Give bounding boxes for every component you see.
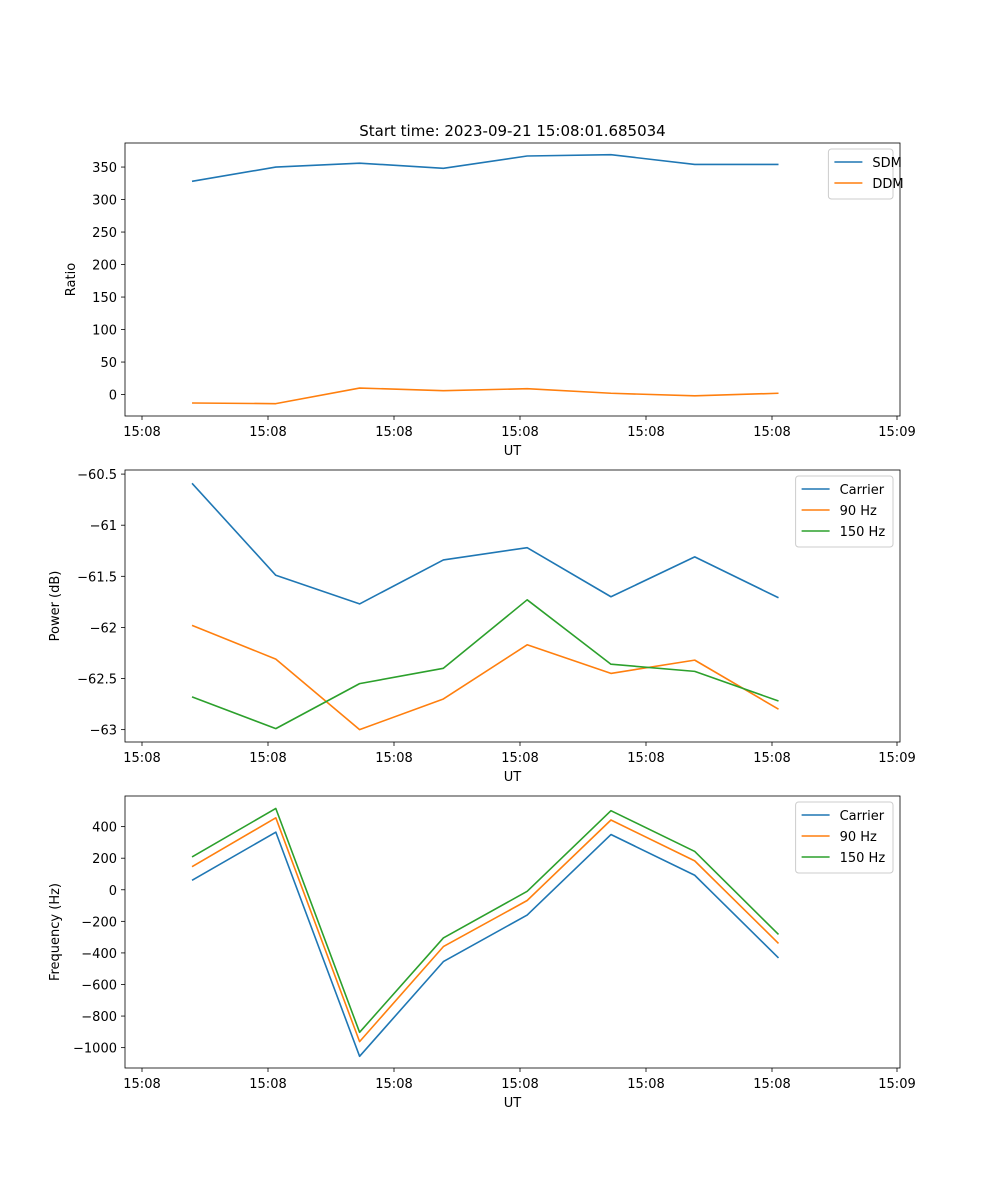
- y-tick-label: −200: [81, 915, 117, 930]
- x-tick-label: 15:08: [375, 1077, 412, 1092]
- x-axis-label: UT: [504, 1096, 522, 1111]
- legend: Carrier 90 Hz 150 Hz: [795, 801, 894, 874]
- y-tick-label: 300: [92, 194, 117, 209]
- axes-frame: [124, 469, 901, 743]
- axes-frame: [124, 795, 901, 1069]
- x-tick-label: 15:08: [753, 1077, 790, 1092]
- chart-panel-2: 15:08 15:08 15:08 15:08 15:08 15:08 15:09 −63 −6…: [48, 468, 916, 785]
- x-tick-label: 15:08: [501, 1077, 538, 1092]
- axes-frame: [124, 142, 901, 417]
- y-tick-label: 100: [92, 324, 117, 339]
- x-tick-label: 15:08: [753, 425, 790, 440]
- x-tick-label: 15:08: [753, 751, 790, 766]
- y-tick-label: −61: [90, 519, 117, 534]
- x-tick-label: 15:08: [501, 751, 538, 766]
- x-tick-label: 15:08: [249, 425, 286, 440]
- legend-box: [795, 475, 894, 548]
- legend-label: SDM: [872, 156, 901, 171]
- legend-label: DDM: [872, 177, 903, 192]
- x-tick-label: 15:09: [878, 751, 915, 766]
- legend-label: Carrier: [840, 483, 885, 498]
- y-tick-label: 0: [109, 389, 117, 404]
- figure-title: Start time: 2023-09-21 15:08:01.685034: [359, 122, 665, 140]
- legend-box: [795, 801, 894, 874]
- series-line-150-hz: [191, 599, 779, 730]
- x-tick-label: 15:09: [878, 425, 915, 440]
- x-tick-label: 15:08: [627, 751, 664, 766]
- series-line-90-hz: [191, 816, 780, 1043]
- y-tick-label: 200: [92, 852, 117, 867]
- x-tick-label: 15:08: [123, 425, 160, 440]
- y-tick-label: −800: [81, 1010, 117, 1025]
- y-axis-label: Frequency (Hz): [48, 883, 63, 981]
- x-tick-label: 15:09: [878, 1077, 915, 1092]
- chart-panel-3: 15:08 15:08 15:08 15:08 15:08 15:08 15:09 −1000…: [48, 795, 916, 1111]
- y-tick-label: −60.5: [77, 468, 117, 483]
- y-axis-label: Power (dB): [48, 571, 63, 642]
- legend: Carrier 90 Hz 150 Hz: [795, 475, 894, 548]
- legend-label: 90 Hz: [840, 504, 877, 519]
- y-tick-label: −1000: [73, 1042, 117, 1057]
- y-tick-label: −400: [81, 947, 117, 962]
- x-tick-label: 15:08: [123, 751, 160, 766]
- series-line-150-hz: [191, 807, 780, 1034]
- y-axis-label: Ratio: [64, 263, 79, 296]
- series-line-sdm: [191, 153, 779, 183]
- x-tick-label: 15:08: [375, 751, 412, 766]
- y-tick-label: 50: [100, 356, 117, 371]
- y-tick-label: 350: [92, 161, 117, 176]
- x-tick-label: 15:08: [249, 751, 286, 766]
- charts: 15:08 15:08 15:08 15:08 15:08 15:08 15:09 0 50 10…: [48, 142, 916, 1111]
- legend-label: 150 Hz: [840, 851, 886, 866]
- y-tick-label: −600: [81, 978, 117, 993]
- y-tick-label: 150: [92, 291, 117, 306]
- series-line-carrier: [191, 482, 779, 605]
- x-tick-label: 15:08: [501, 425, 538, 440]
- y-tick-label: 0: [109, 884, 117, 899]
- x-tick-label: 15:08: [627, 425, 664, 440]
- x-tick-label: 15:08: [123, 1077, 160, 1092]
- legend-label: 90 Hz: [840, 830, 877, 845]
- y-tick-label: −61.5: [77, 570, 117, 585]
- series-line-carrier: [191, 831, 780, 1058]
- y-tick-label: 200: [92, 259, 117, 274]
- x-tick-label: 15:08: [627, 1077, 664, 1092]
- y-tick-label: 400: [92, 821, 117, 836]
- series-line-ddm: [192, 387, 779, 405]
- x-axis-label: UT: [504, 444, 522, 459]
- legend-label: 150 Hz: [840, 525, 886, 540]
- x-axis-label: UT: [504, 770, 522, 785]
- x-tick-label: 15:08: [375, 425, 412, 440]
- y-tick-label: −62: [90, 621, 117, 636]
- legend: SDM DDM: [827, 148, 904, 200]
- y-tick-label: −62.5: [77, 673, 117, 688]
- y-tick-label: −63: [90, 724, 117, 739]
- legend-label: Carrier: [840, 809, 885, 824]
- series-line-90-hz: [191, 624, 779, 731]
- y-tick-label: 250: [92, 226, 117, 241]
- chart-panel-1: 15:08 15:08 15:08 15:08 15:08 15:08 15:09 0 50 10…: [64, 142, 916, 459]
- x-tick-label: 15:08: [249, 1077, 286, 1092]
